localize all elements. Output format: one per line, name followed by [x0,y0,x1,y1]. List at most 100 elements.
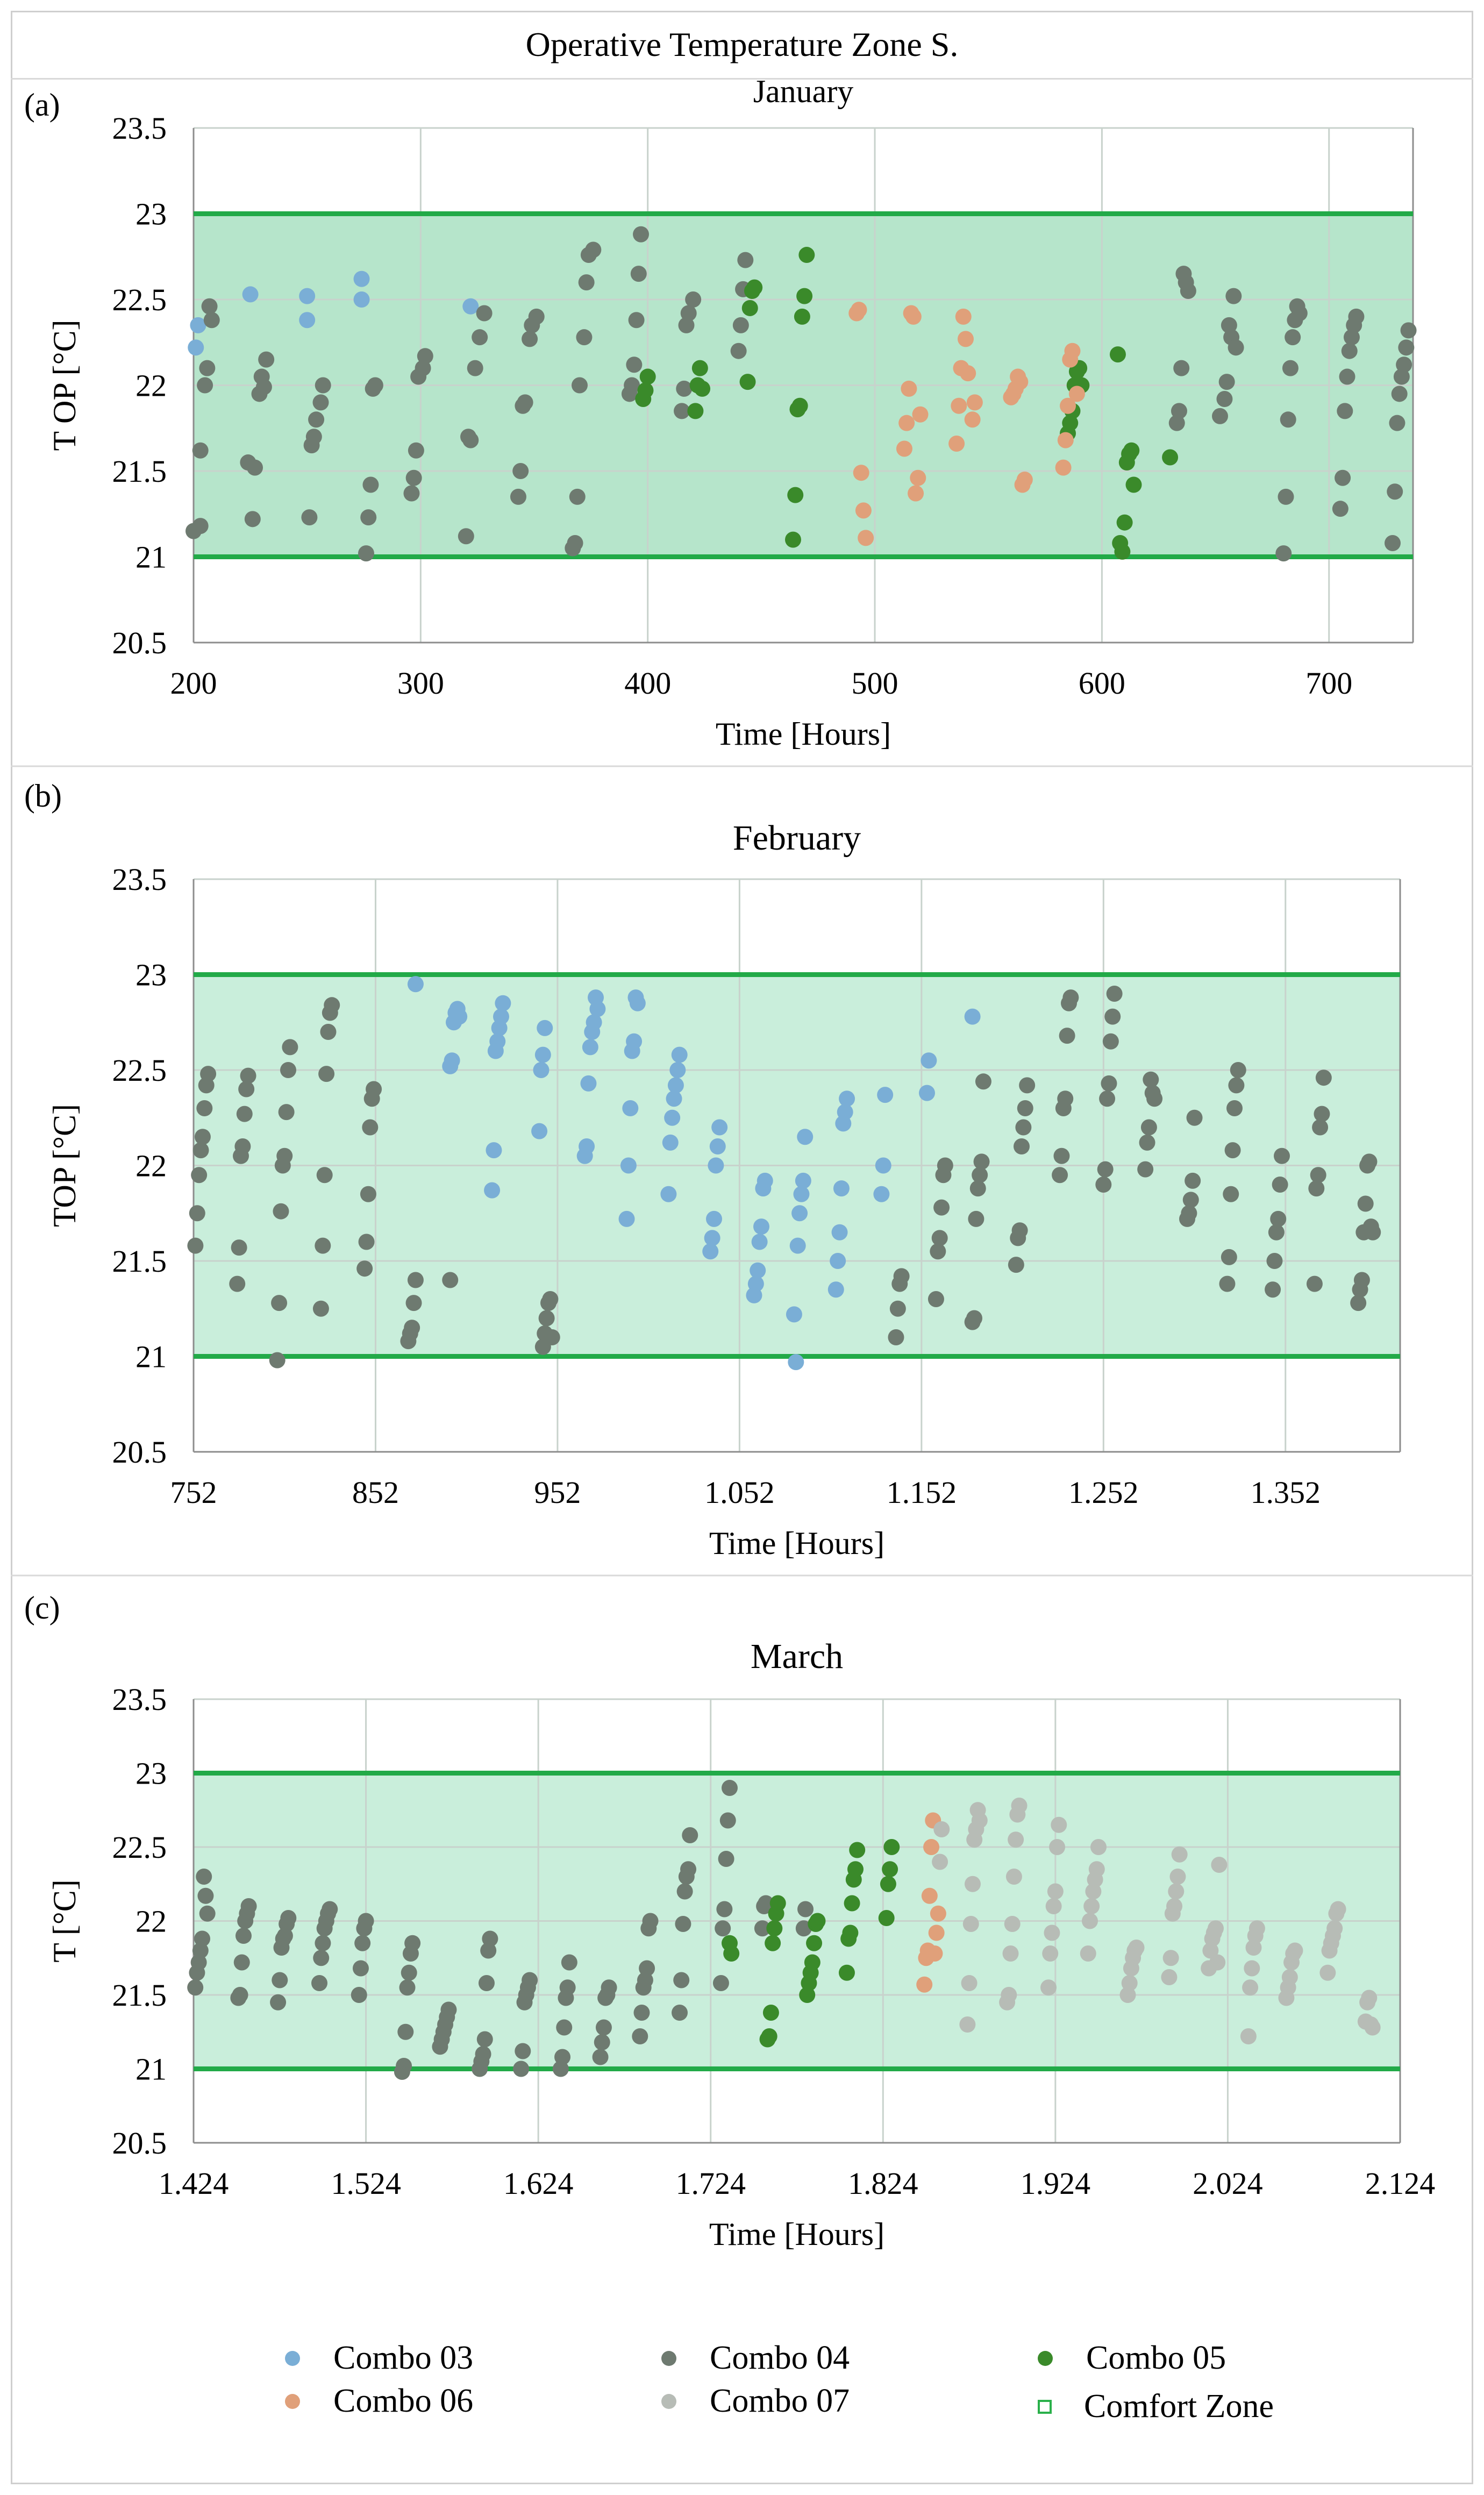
point-combo-04 [358,1913,374,1929]
point-combo-05 [739,374,756,390]
point-combo-04 [715,1920,731,1937]
point-combo-04 [639,1960,655,1977]
point-combo-04 [199,1905,216,1922]
point-combo-04 [933,1199,950,1216]
point-combo-05 [637,382,654,399]
point-combo-04 [1182,1192,1199,1208]
point-combo-04 [1221,1249,1237,1265]
point-combo-06 [964,411,981,428]
point-combo-05 [796,288,813,304]
point-combo-07 [1045,1898,1062,1914]
legend-label: Combo 06 [333,2383,474,2419]
point-combo-04 [737,252,754,268]
point-combo-07 [1364,2019,1381,2036]
point-combo-07 [1044,1924,1060,1941]
point-combo-04-late- [1173,360,1190,376]
point-combo-04 [200,1066,217,1082]
point-combo-04 [475,2046,491,2062]
point-combo-04 [417,348,433,365]
point-combo-04 [362,476,379,493]
x-tick-label: 1.152 [887,1475,957,1510]
point-combo-04 [354,1935,371,1951]
chart-title: February [733,818,861,858]
point-combo-04 [937,1157,953,1174]
point-combo-07 [1008,1831,1024,1848]
point-combo-04 [197,1887,214,1904]
point-combo-04 [754,1920,770,1937]
point-combo-04 [322,1901,338,1917]
point-combo-04 [1223,1186,1239,1202]
point-combo-04 [673,1972,690,1988]
point-combo-04 [258,351,275,368]
chart-panel-2: 20.5 21 21.5 22 22.5 23 23.5 1.424 1.524 1.624 1.7… [24,1590,1435,2252]
point-combo-07 [1128,1940,1145,1956]
legend-item-combo06: Combo 06 [285,2382,473,2420]
point-combo-04 [517,394,533,411]
point-combo-04 [194,1930,211,1947]
point-combo-05 [1114,543,1131,560]
point-combo-07 [1121,1975,1138,1991]
point-combo-04-late- [1216,391,1233,408]
point-combo-04 [721,1780,738,1796]
point-combo-03 [664,1109,681,1126]
point-combo-04 [191,1167,208,1184]
point-combo-04 [758,1895,774,1912]
point-combo-04 [467,360,483,376]
legend-item-comfort: Comfort Zone [1038,2387,1274,2426]
point-combo-04 [972,1167,988,1184]
legend-marker-combo03 [285,2350,300,2366]
point-combo-03 [667,1077,684,1094]
point-combo-04-late- [1275,545,1292,562]
point-combo-04 [719,1812,736,1829]
point-combo-05 [1109,346,1126,363]
point-combo-05 [799,1987,816,2003]
point-combo-04 [1230,1062,1246,1078]
x-tick-label: 1.724 [675,2166,746,2201]
point-combo-03 [462,298,479,315]
point-combo-04 [276,1928,293,1944]
point-combo-04 [405,469,422,486]
point-combo-04-late- [1212,408,1229,424]
point-combo-04 [440,2001,457,2018]
point-combo-04 [476,2031,493,2048]
point-combo-03 [299,288,316,304]
chart-panel-0: 20.5 21 21.5 22 22.5 23 23.5 200 300 400 500 600 700… [24,74,1417,752]
y-tick-label: 23.5 [112,1682,167,1717]
point-combo-03 [786,1306,802,1323]
point-combo-07 [1042,1945,1059,1962]
point-combo-05 [806,1935,823,1951]
point-combo-05 [794,308,810,325]
point-combo-04 [1308,1180,1325,1197]
point-combo-03 [582,1039,598,1056]
point-combo-04 [685,291,702,308]
point-combo-03 [875,1157,891,1174]
point-combo-04 [626,357,643,373]
point-combo-05 [838,1964,855,1981]
point-combo-03 [626,1033,643,1050]
x-tick-label: 600 [1079,666,1125,701]
point-combo-03 [629,995,646,1011]
point-combo-04 [680,1861,697,1878]
point-combo-05 [639,368,656,385]
y-tick-label: 21 [135,1339,167,1374]
point-combo-04 [1219,1275,1236,1292]
point-combo-04 [480,1942,497,1959]
point-combo-04 [968,1210,984,1227]
point-combo-03 [964,1008,981,1025]
point-combo-04 [1224,1142,1241,1159]
point-combo-04 [1099,1090,1116,1107]
point-combo-04-late- [1387,483,1403,500]
point-combo-04-late- [1335,469,1351,486]
point-combo-04 [554,2049,571,2065]
point-combo-03 [751,1234,768,1250]
point-combo-04 [1139,1134,1155,1151]
point-combo-06 [1016,471,1033,488]
point-combo-04 [672,2005,688,2021]
point-combo-05 [1062,415,1079,431]
y-tick-label: 23.5 [112,862,167,897]
x-tick-label: 400 [624,666,671,701]
point-combo-07 [1281,1969,1298,1985]
point-combo-04 [190,1954,207,1971]
point-combo-04 [512,463,529,479]
point-combo-04 [269,1352,286,1368]
